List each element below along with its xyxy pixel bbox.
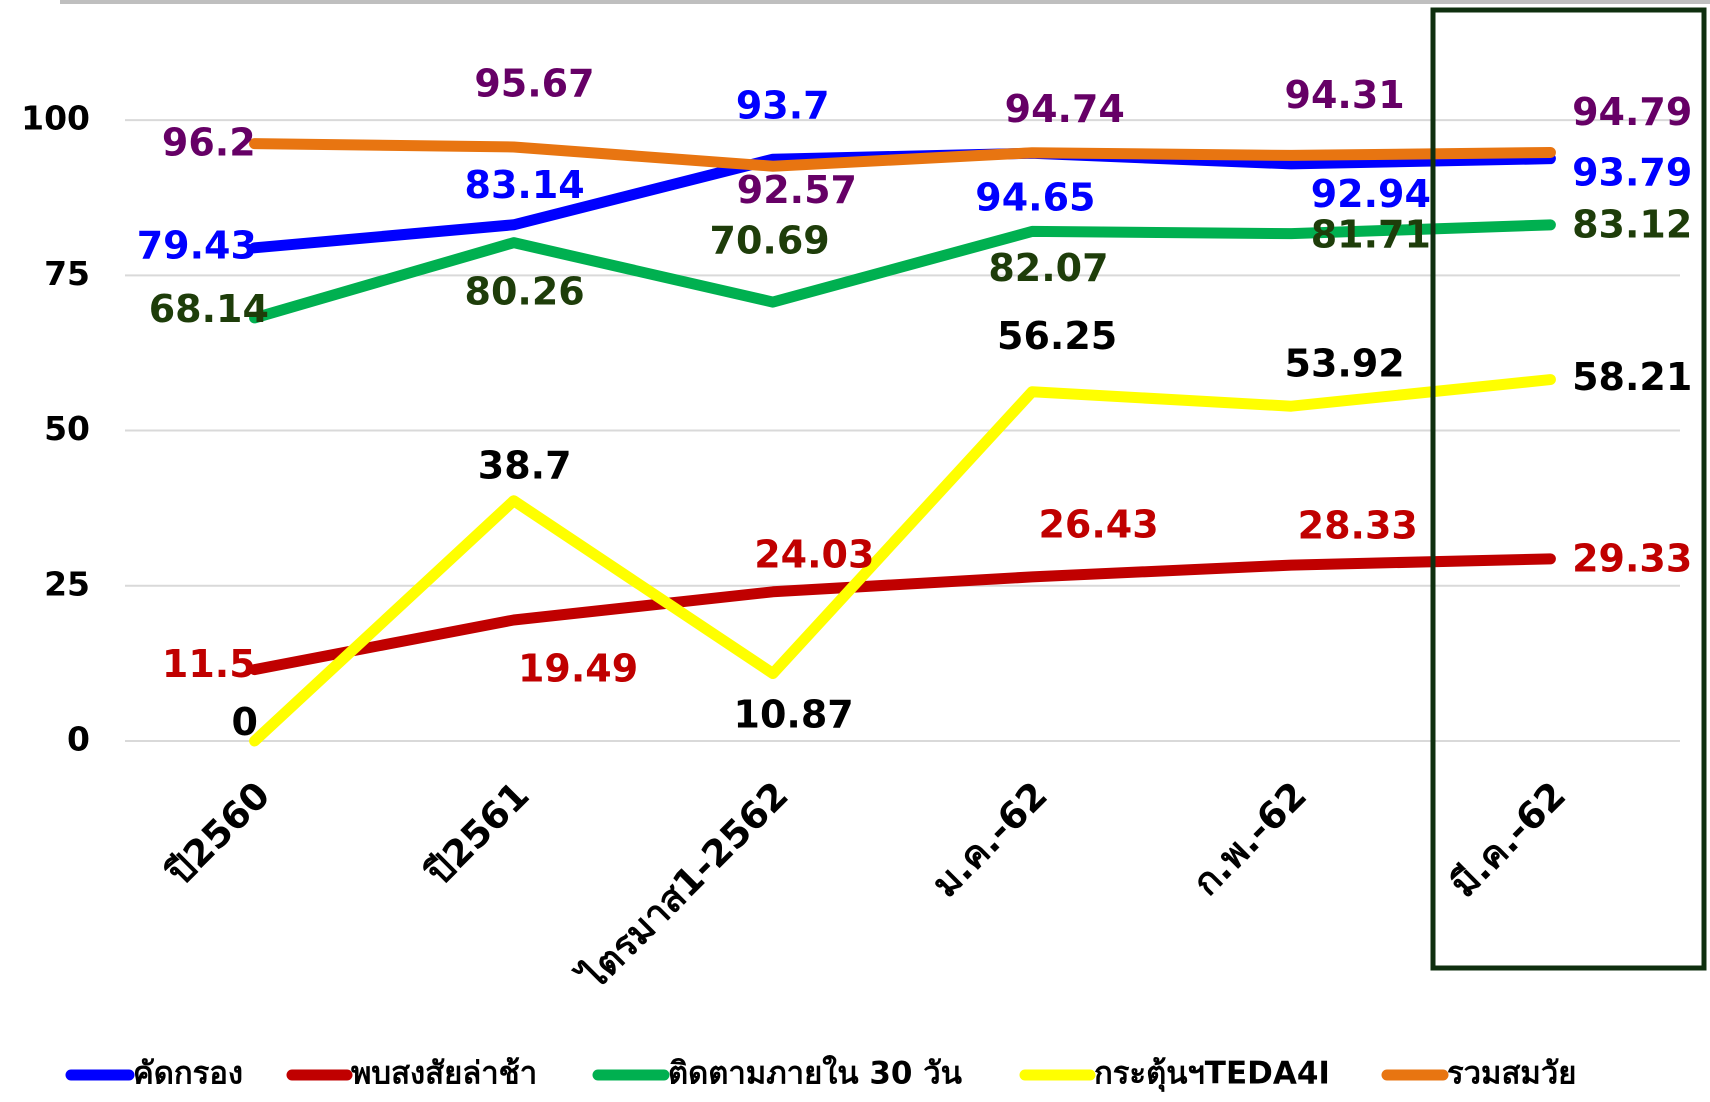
legend-label: รวมสมวัย <box>1447 1056 1576 1092</box>
series-line <box>249 138 1556 172</box>
data-label: 83.14 <box>465 163 585 207</box>
legend-label: ติดตามภายใน 30 วัน <box>668 1055 962 1092</box>
y-tick-label: 25 <box>44 564 90 603</box>
data-label: 81.71 <box>1311 212 1431 256</box>
series-line <box>249 374 1556 747</box>
data-label: 11.5 <box>162 642 256 686</box>
legend-label: กระตุ้นฯTEDA4I <box>1094 1056 1330 1093</box>
legend: คัดกรอง พบสงสัยล่าช้า ติดตามภายใน 30 วัน กร… <box>65 1055 1576 1093</box>
legend-label: คัดกรอง <box>133 1056 243 1092</box>
data-label: 96.2 <box>162 120 256 164</box>
x-tick-label: ปี2561 <box>416 773 537 894</box>
data-label: 82.07 <box>988 246 1108 290</box>
data-label: 83.12 <box>1572 203 1692 247</box>
x-tick-label: มี.ค.-62 <box>1442 773 1574 905</box>
lines <box>249 138 1556 747</box>
series-line <box>249 553 1556 676</box>
x-tick-label: ไตรมาส1-2562 <box>569 773 797 1001</box>
data-label: 80.26 <box>465 269 585 313</box>
x-tick-label: ก.พ.-62 <box>1184 773 1315 904</box>
data-label: 92.94 <box>1311 172 1431 216</box>
labels: 11.5 19.49 24.03 26.43 28.33 29.33 0 38.7 10.87 5… <box>137 61 1693 744</box>
data-label: 19.49 <box>518 647 638 691</box>
data-label: 10.87 <box>734 693 854 737</box>
data-label: 58.21 <box>1572 355 1692 399</box>
y-tick-label: 100 <box>21 99 90 138</box>
data-label: 92.57 <box>737 168 857 212</box>
data-label: 68.14 <box>149 287 269 331</box>
data-label: 79.43 <box>137 223 257 267</box>
data-label: 26.43 <box>1038 502 1158 546</box>
data-label: 56.25 <box>997 314 1117 358</box>
data-label: 70.69 <box>710 219 830 263</box>
series-line <box>249 219 1556 324</box>
legend-label: พบสงสัยล่าช้า <box>351 1056 537 1092</box>
y-tick-label: 0 <box>67 720 90 759</box>
data-label: 93.79 <box>1572 150 1692 194</box>
data-label: 24.03 <box>754 532 874 576</box>
x-tick-label: ปี2560 <box>157 773 278 894</box>
data-label: 95.67 <box>474 61 594 105</box>
data-label: 94.79 <box>1572 90 1692 134</box>
data-label: 94.65 <box>975 176 1095 220</box>
data-label: 28.33 <box>1298 504 1418 548</box>
data-label: 94.74 <box>1005 87 1125 131</box>
data-label: 94.31 <box>1285 73 1405 117</box>
y-tick-label: 50 <box>44 409 90 448</box>
data-label: 38.7 <box>478 444 572 488</box>
data-label: 93.7 <box>736 83 830 127</box>
data-label: 29.33 <box>1572 537 1692 581</box>
highlight-box <box>1430 7 1707 971</box>
y-tick-label: 75 <box>44 254 90 293</box>
data-label: 53.92 <box>1285 341 1405 385</box>
x-tick-label: ม.ค.-62 <box>924 773 1056 905</box>
data-label: 0 <box>232 700 258 744</box>
